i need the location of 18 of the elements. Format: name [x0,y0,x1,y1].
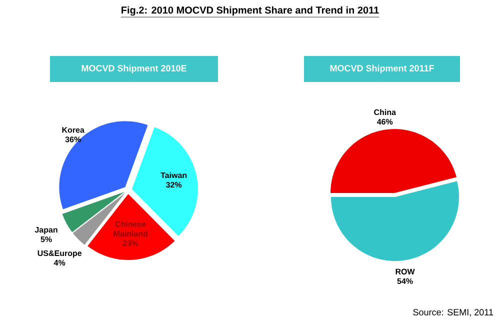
slice-label: Korea [62,127,84,133]
data-label: 46% [377,118,393,125]
text: Fig.2: 2010 MOCVD Shipment Share and Trend in 2011 [122,6,379,16]
data-label: 23% [122,240,138,246]
data-label: 4% [54,260,66,266]
data-label: 36% [65,136,81,142]
slice-label: US&Europe [38,250,82,258]
slice-label: Japan [34,227,58,234]
slice-label: ROW [396,268,415,274]
slice-label: China [374,109,396,116]
chart-subtitle: MOCVD Shipment 2010E [82,64,186,74]
data-label: 5% [40,236,52,242]
slice-label: Chinese Mainland [114,221,148,236]
data-label: 54% [397,278,413,284]
data-label: 32% [166,182,182,188]
source-note: Source: SEMI, 2011 [413,309,494,316]
slice-label: Taiwan [160,172,187,178]
chart-title: MOCVD Shipment 2011F [330,64,434,74]
